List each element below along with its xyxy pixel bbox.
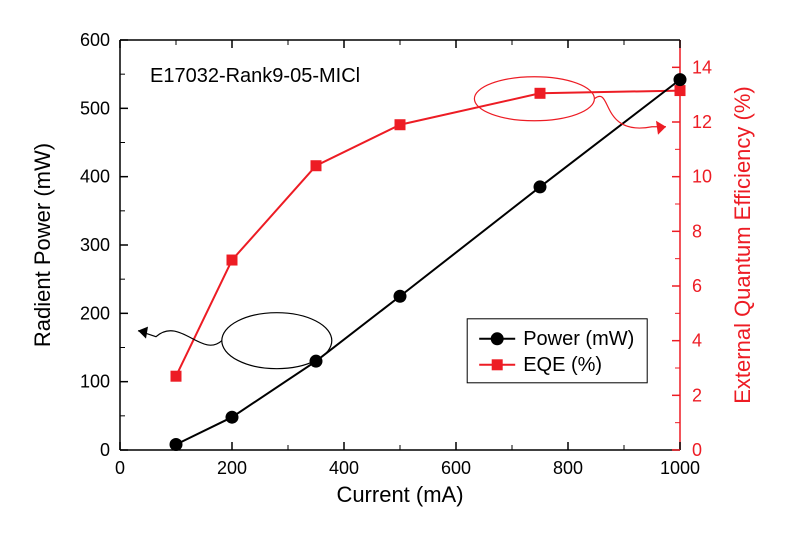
y-right-tick-label: 4 [692, 331, 702, 351]
sample-label: E17032-Rank9-05-MICl [150, 65, 360, 87]
y-right-axis-title: External Quantum Efficiency (%) [730, 86, 755, 404]
power-arrowhead [138, 327, 148, 339]
data-point [674, 74, 686, 86]
x-tick-label: 800 [553, 458, 583, 478]
y-right-tick-label: 14 [692, 57, 712, 77]
data-point [227, 255, 237, 265]
y-left-axis-title: Radient Power (mW) [30, 143, 55, 347]
y-right-tick-label: 10 [692, 167, 712, 187]
y-right-tick-label: 6 [692, 276, 702, 296]
data-point [311, 161, 321, 171]
legend-item-power: Power (mW) [523, 328, 634, 350]
dual-axis-chart: 0200400600800100001002003004005006000246… [0, 0, 801, 538]
data-point [675, 86, 685, 96]
data-point [171, 371, 181, 381]
y-right-tick-label: 8 [692, 221, 702, 241]
data-point [534, 181, 546, 193]
y-left-tick-label: 300 [80, 235, 110, 255]
y-left-tick-label: 0 [100, 440, 110, 460]
data-point [310, 355, 322, 367]
x-tick-label: 0 [115, 458, 125, 478]
y-right-tick-label: 0 [692, 440, 702, 460]
series-line [176, 80, 680, 445]
eqe-arrowhead [656, 121, 666, 135]
y-left-tick-label: 200 [80, 303, 110, 323]
y-left-tick-label: 500 [80, 98, 110, 118]
data-point [535, 88, 545, 98]
x-tick-label: 600 [441, 458, 471, 478]
power-callout-oval [222, 313, 332, 369]
legend-item-eqe: EQE (%) [523, 354, 602, 376]
x-tick-label: 400 [329, 458, 359, 478]
data-point [226, 411, 238, 423]
data-point [395, 120, 405, 130]
data-point [394, 290, 406, 302]
chart-svg: 0200400600800100001002003004005006000246… [0, 0, 801, 538]
x-axis-title: Current (mA) [336, 482, 463, 507]
eqe-callout-arrow [594, 96, 666, 128]
y-right-tick-label: 2 [692, 385, 702, 405]
power-callout-arrow [138, 331, 222, 346]
data-point [170, 439, 182, 451]
eqe-callout-oval [474, 77, 594, 121]
y-right-tick-label: 12 [692, 112, 712, 132]
x-tick-label: 1000 [660, 458, 700, 478]
y-left-tick-label: 100 [80, 372, 110, 392]
x-tick-label: 200 [217, 458, 247, 478]
y-left-tick-label: 600 [80, 30, 110, 50]
y-left-tick-label: 400 [80, 167, 110, 187]
